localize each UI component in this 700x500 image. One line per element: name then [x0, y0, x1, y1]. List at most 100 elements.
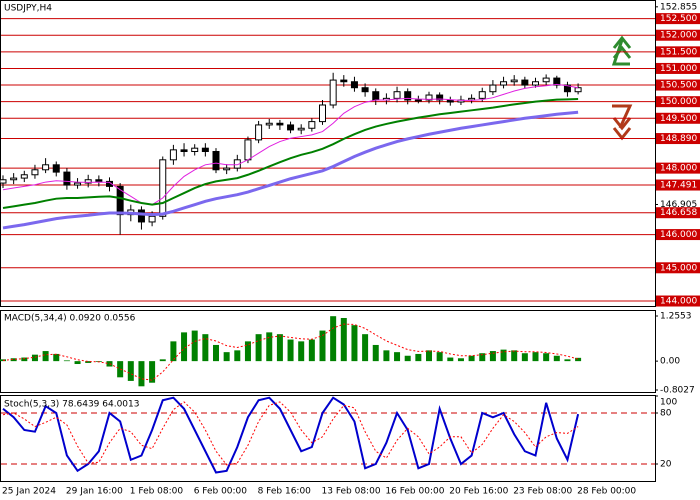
candle-body	[223, 167, 231, 171]
candle-body	[308, 121, 316, 129]
candle-body	[31, 169, 39, 176]
level-label: 146.658	[660, 208, 697, 218]
moving-average	[2, 83, 579, 206]
macd-bar	[575, 357, 582, 362]
macd-bar	[500, 349, 507, 362]
x-tick-label: 6 Feb 00:00	[194, 487, 248, 497]
macd-bar	[372, 344, 379, 362]
macd-bar	[447, 357, 454, 362]
macd-bar	[340, 317, 347, 362]
macd-bar	[255, 334, 262, 362]
candle-body	[574, 87, 582, 93]
macd-bar	[202, 334, 209, 362]
candle-body	[361, 87, 369, 93]
candle-body	[201, 147, 209, 153]
x-tick-label: 8 Feb 16:00	[258, 487, 312, 497]
macd-bar	[149, 361, 156, 383]
candle-body	[10, 177, 18, 181]
macd-bar	[330, 316, 337, 362]
macd-bar	[394, 352, 401, 362]
level-label-bg	[656, 79, 700, 91]
macd-bar	[479, 353, 486, 362]
candle-body	[52, 164, 60, 173]
y-tick-label: 80	[660, 409, 672, 419]
main-frame	[0, 0, 656, 307]
y-tick-label: 152.855	[660, 2, 697, 12]
level-label-bg	[656, 262, 700, 274]
macd-bar	[436, 352, 443, 362]
macd-bar	[543, 353, 550, 362]
level-label: 149.500	[660, 114, 697, 124]
candle-body	[159, 159, 167, 217]
candle-body	[297, 127, 305, 131]
macd-bar	[117, 361, 124, 378]
level-label: 148.000	[660, 164, 697, 174]
stoch-title: Stoch(5,3,3) 78.6439 64.0013	[4, 400, 139, 410]
level-label-bg	[656, 46, 700, 58]
macd-bar	[234, 350, 241, 362]
level-label: 151.500	[660, 47, 697, 57]
candle-body	[329, 79, 337, 106]
macd-title: MACD(5,34,4) 0.0920 0.0556	[4, 314, 136, 324]
level-label: 150.000	[660, 97, 697, 107]
y-tick-label: 0.00	[660, 357, 680, 367]
moving-average	[2, 110, 579, 230]
x-tick-label: 13 Feb 08:00	[322, 487, 381, 497]
macd-bar	[63, 360, 70, 362]
macd-bar	[170, 341, 177, 362]
macd-bar	[553, 355, 560, 362]
candle-body	[180, 149, 188, 153]
candle-body	[500, 81, 508, 86]
macd-bar	[308, 339, 315, 362]
candle-body	[233, 159, 241, 169]
candle-body	[63, 171, 71, 186]
macd-bar	[457, 358, 464, 362]
candle-body	[84, 179, 92, 184]
macd-frame	[0, 310, 656, 393]
candle-body	[265, 122, 273, 126]
x-tick-label: 23 Feb 08:00	[513, 487, 572, 497]
macd-bar	[362, 334, 369, 362]
candle-body	[42, 164, 50, 171]
candle-body	[148, 215, 156, 223]
stoch-line	[2, 396, 580, 474]
x-tick-label: 25 Jan 2024	[2, 487, 56, 497]
x-tick-label: 20 Feb 16:00	[449, 487, 508, 497]
macd-bar	[42, 351, 49, 362]
macd-bar	[74, 361, 81, 365]
stoch-line	[2, 401, 579, 466]
candle-body	[191, 147, 199, 153]
candle-body	[350, 81, 358, 89]
macd-bar	[266, 332, 273, 362]
moving-average	[2, 98, 579, 209]
macd-bar	[85, 361, 92, 363]
candle-body	[436, 94, 444, 101]
signal-line	[2, 323, 579, 381]
candle-body	[212, 151, 220, 171]
macd-bar	[213, 344, 219, 362]
candle-body	[276, 122, 284, 126]
level-label-bg	[656, 13, 700, 25]
candle-body	[372, 91, 380, 101]
stoch-frame	[0, 395, 656, 482]
level-label: 146.000	[660, 230, 697, 240]
macd-bar	[415, 353, 422, 362]
level-label: 148.890	[660, 134, 697, 144]
candle-body	[287, 124, 295, 131]
macd-bar	[521, 353, 528, 362]
candle-body	[542, 77, 550, 83]
up-arrow-icon	[611, 35, 632, 66]
level-label: 151.000	[660, 64, 697, 74]
macd-bar	[138, 361, 145, 387]
macd-bar	[287, 339, 294, 362]
candle-body	[521, 79, 529, 86]
candle-body	[137, 209, 145, 223]
level-label: 145.000	[660, 263, 697, 273]
candle-body	[553, 77, 561, 86]
down-arrow-icon	[612, 104, 633, 141]
candle-body	[319, 104, 326, 123]
x-tick-label: 28 Feb 00:00	[577, 487, 636, 497]
level-label-bg	[656, 96, 700, 108]
candle-body	[489, 84, 497, 93]
